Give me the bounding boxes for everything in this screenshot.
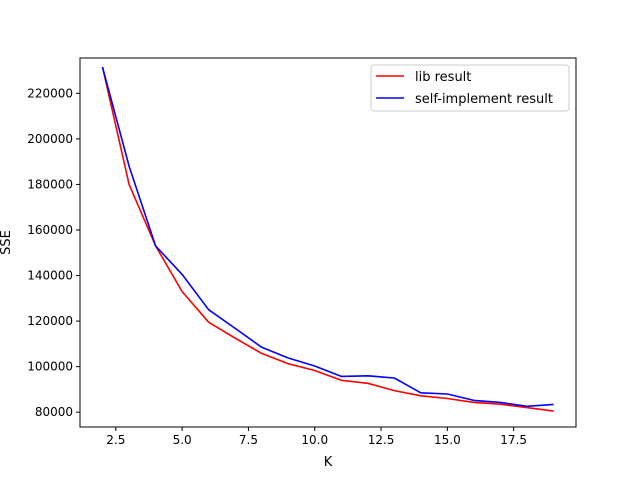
x-tick-label: 12.5 — [368, 433, 395, 447]
x-tick-label: 5.0 — [173, 433, 192, 447]
legend-box — [370, 64, 570, 112]
y-tick-label: 100000 — [27, 360, 73, 374]
y-tick-label: 220000 — [27, 86, 73, 100]
y-tick-label: 140000 — [27, 269, 73, 283]
y-axis-ticks: 80000 100000 120000 140000 160000 180000 20000… — [27, 86, 80, 419]
x-tick-label: 17.5 — [500, 433, 527, 447]
x-axis-label: K — [324, 455, 333, 470]
y-tick-label: 120000 — [27, 314, 73, 328]
plot-frame — [79, 57, 577, 428]
y-tick-label: 200000 — [27, 132, 73, 146]
x-tick-label: 2.5 — [106, 433, 125, 447]
x-tick-label: 10.0 — [301, 433, 328, 447]
plot-lines — [101, 66, 554, 412]
series-line-1 — [101, 66, 554, 408]
legend-label: lib result — [415, 70, 471, 85]
y-axis-label: SSE — [0, 230, 14, 255]
y-tick-label: 80000 — [35, 405, 73, 419]
legend-label: self-implement result — [415, 92, 553, 107]
x-tick-label: 15.0 — [434, 433, 461, 447]
x-tick-label: 7.5 — [239, 433, 258, 447]
x-axis-ticks: 2.5 5.0 7.5 10.0 12.5 15.0 17.5 — [106, 427, 527, 447]
series-line-0 — [101, 66, 554, 412]
y-tick-label: 180000 — [27, 177, 73, 191]
y-tick-label: 160000 — [27, 223, 73, 237]
legend: lib result self-implement result — [370, 64, 570, 112]
